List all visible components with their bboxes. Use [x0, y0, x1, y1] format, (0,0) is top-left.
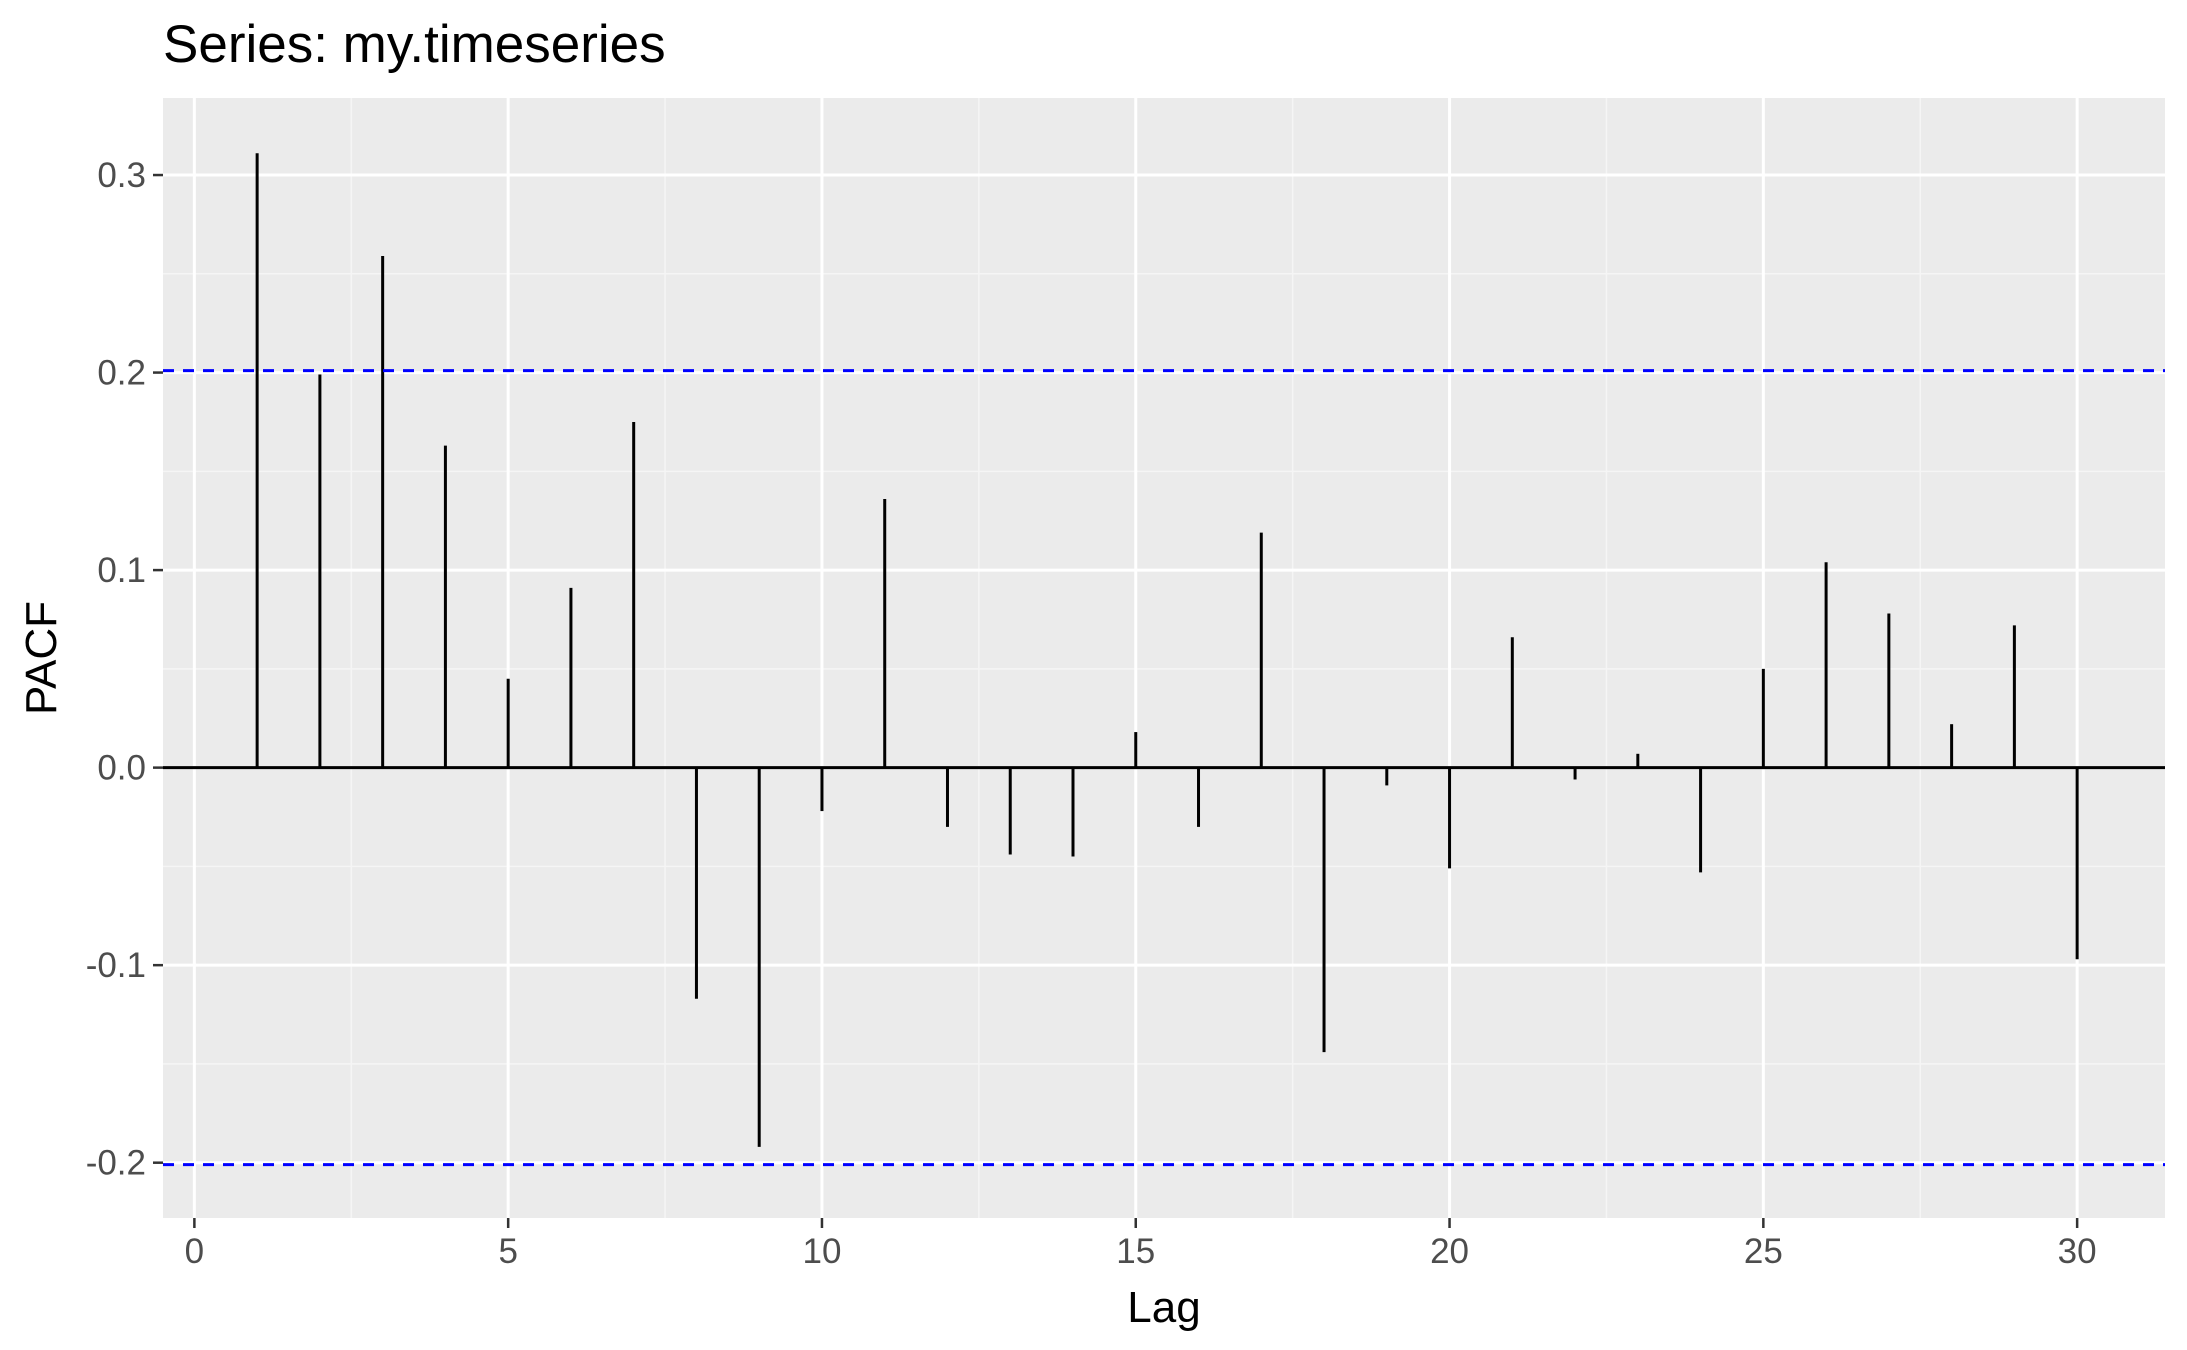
x-axis-title: Lag [1127, 1283, 1200, 1332]
x-tick-label: 5 [498, 1232, 517, 1271]
x-tick-label: 0 [185, 1232, 204, 1271]
y-tick-label: 0.2 [97, 354, 146, 393]
x-axis: 0 5 10 15 20 25 30 [185, 1218, 2097, 1271]
y-axis: -0.2 -0.1 0.0 0.1 0.2 0.3 [86, 156, 163, 1183]
chart-title: Series: my.timeseries [163, 15, 666, 74]
x-tick-label: 20 [1430, 1232, 1469, 1271]
y-tick-label: 0.3 [97, 156, 146, 195]
y-tick-label: -0.2 [86, 1144, 146, 1183]
y-tick-label: 0.0 [97, 749, 146, 788]
y-axis-title: PACF [17, 601, 66, 715]
x-tick-label: 10 [802, 1232, 841, 1271]
x-tick-label: 25 [1744, 1232, 1783, 1271]
minor-gridlines [163, 98, 2165, 1218]
x-tick-label: 15 [1116, 1232, 1155, 1271]
x-tick-label: 30 [2058, 1232, 2097, 1271]
y-tick-label: -0.1 [86, 946, 146, 985]
pacf-bars [255, 153, 2079, 1147]
plot-panel [163, 98, 2165, 1218]
y-tick-label: 0.1 [97, 551, 146, 590]
